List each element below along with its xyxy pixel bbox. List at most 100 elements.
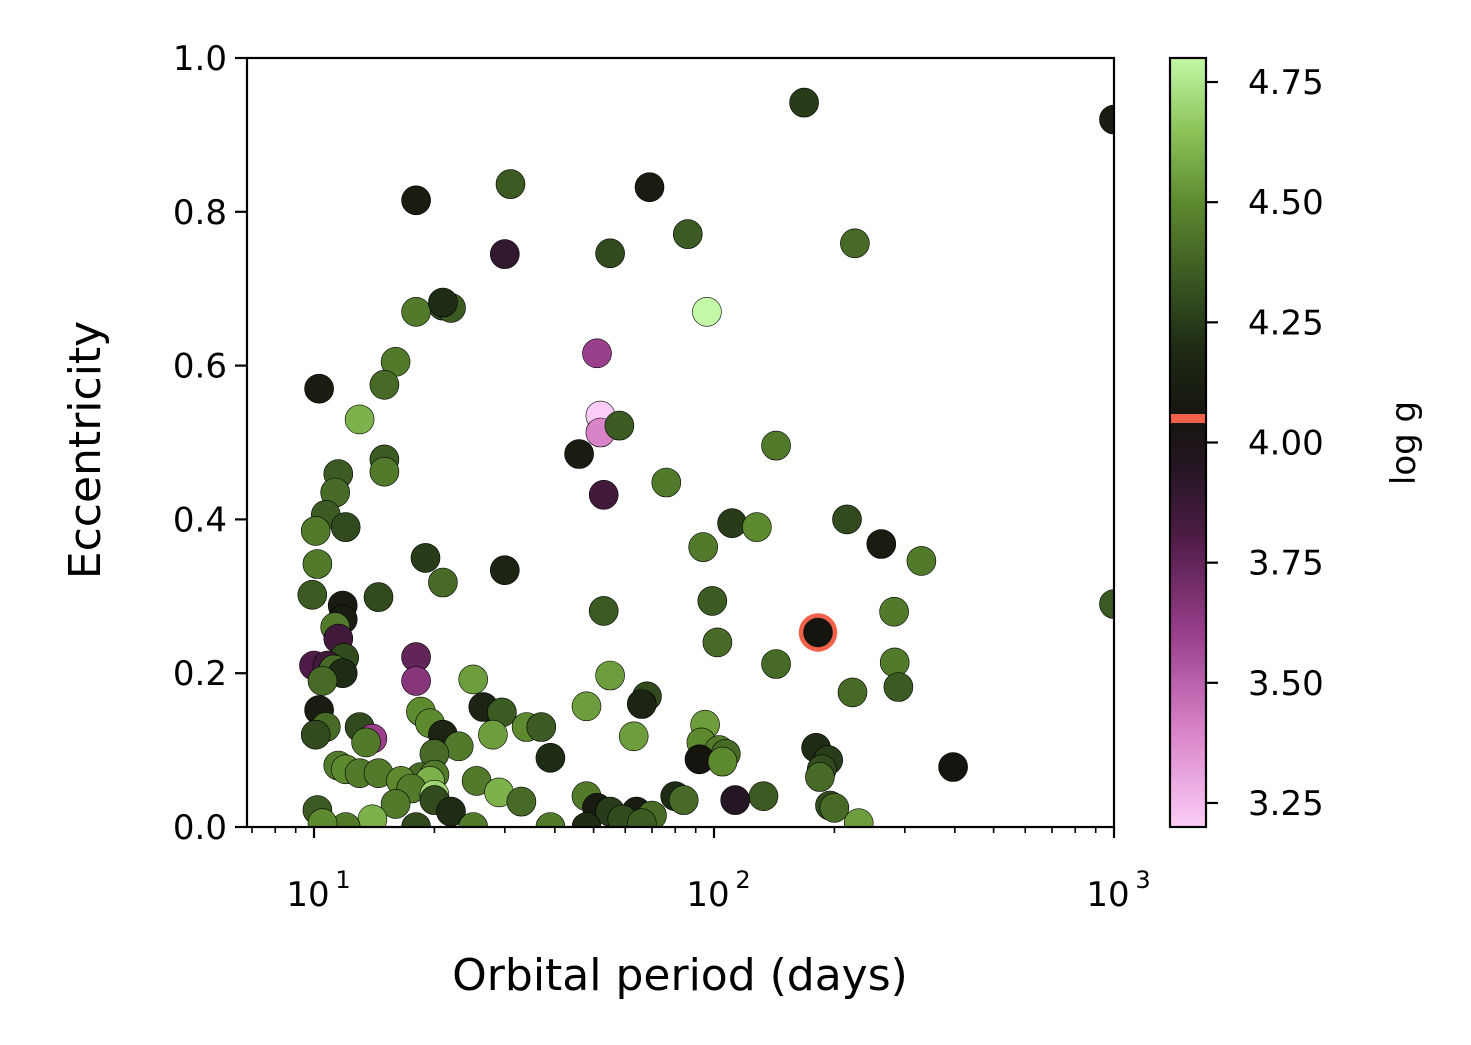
y-axis-label: Eccentricity — [60, 321, 111, 579]
data-point — [307, 666, 338, 696]
colorbar-tick-label: 4.25 — [1248, 303, 1324, 343]
data-point — [604, 410, 635, 441]
plot-frame — [245, 56, 1116, 829]
colorbar-tick-label: 3.50 — [1248, 664, 1324, 704]
data-point — [626, 689, 657, 719]
x-tick-exponent: 2 — [735, 866, 750, 894]
data-point — [672, 219, 703, 249]
data-point — [840, 228, 870, 259]
data-point — [571, 691, 602, 722]
data-point — [1099, 589, 1114, 619]
data-point — [588, 479, 619, 510]
colorbar-marker — [1171, 414, 1205, 423]
x-axis-label: Orbital period (days) — [452, 950, 908, 1001]
data-point — [369, 369, 400, 400]
data-point — [297, 579, 328, 610]
data-point — [702, 627, 733, 658]
data-point — [478, 719, 508, 750]
data-point — [363, 582, 394, 612]
data-point — [401, 812, 431, 827]
data-point — [535, 742, 566, 773]
data-point — [789, 87, 819, 118]
data-point — [344, 404, 375, 435]
data-point — [307, 808, 338, 827]
data-point — [401, 296, 431, 327]
data-point — [369, 456, 400, 487]
x-tick-label: 10 — [1086, 875, 1129, 915]
data-point — [1099, 104, 1114, 135]
data-point — [866, 529, 897, 559]
data-point — [761, 649, 791, 679]
data-point — [428, 567, 458, 598]
colorbar-tick-label: 4.00 — [1248, 424, 1324, 464]
data-point — [582, 338, 612, 369]
data-point — [748, 781, 779, 812]
y-tick-label: 0.4 — [173, 500, 227, 540]
data-point — [627, 808, 657, 827]
data-point — [761, 430, 791, 461]
data-point — [879, 596, 909, 627]
data-point — [595, 238, 625, 269]
data-point — [707, 746, 738, 777]
y-tick-label: 1.0 — [173, 39, 227, 79]
y-axis: 0.0 0.2 0.4 0.6 0.8 1.0 — [173, 39, 247, 848]
data-point — [300, 516, 331, 546]
y-tick-label: 0.2 — [173, 654, 227, 694]
data-point — [300, 719, 331, 750]
data-point — [692, 296, 722, 327]
x-tick-label: 10 — [286, 875, 329, 915]
data-point — [401, 185, 431, 216]
data-point — [564, 439, 594, 469]
colorbar-tick-label: 4.50 — [1248, 183, 1324, 223]
y-tick-label: 0.8 — [173, 193, 227, 233]
data-point — [651, 467, 682, 498]
x-tick-label: 10 — [686, 875, 729, 915]
data-point — [805, 762, 835, 792]
data-point — [489, 555, 520, 586]
data-point — [879, 647, 910, 678]
data-point — [595, 660, 625, 691]
data-point — [618, 721, 649, 752]
data-point — [330, 812, 361, 827]
data-point — [588, 596, 619, 626]
colorbar-label: log g — [1384, 401, 1424, 485]
x-axis: 10 1 10 2 10 3 — [251, 827, 1151, 915]
data-point — [720, 785, 751, 815]
data-point — [495, 169, 526, 199]
data-point — [717, 508, 747, 539]
scatter-points — [297, 87, 1114, 827]
colorbar-axis: 3.25 3.50 3.75 4.00 4.25 4.50 4.75 — [1206, 63, 1324, 824]
data-point — [634, 172, 665, 202]
colorbar — [1168, 56, 1208, 829]
data-point — [428, 287, 458, 318]
data-point — [410, 543, 441, 573]
data-point — [742, 512, 772, 542]
data-point — [688, 532, 719, 562]
data-point — [668, 785, 699, 815]
data-point — [401, 666, 431, 696]
data-point — [819, 792, 850, 823]
data-point — [330, 512, 361, 542]
data-point — [489, 239, 520, 269]
data-point — [906, 546, 937, 576]
colorbar-tick-label: 3.75 — [1248, 544, 1324, 584]
data-point — [883, 672, 914, 702]
data-point — [832, 504, 862, 535]
data-point — [506, 786, 537, 817]
y-tick-label: 0.6 — [173, 347, 227, 387]
data-point — [304, 373, 334, 404]
data-point — [458, 812, 488, 827]
highlighted-point — [798, 613, 838, 652]
data-point — [351, 727, 381, 758]
data-point — [302, 549, 333, 579]
colorbar-tick-label: 4.75 — [1248, 63, 1324, 103]
colorbar-tick-label: 3.25 — [1248, 784, 1324, 824]
data-point — [380, 789, 411, 819]
data-point — [458, 664, 489, 695]
data-point — [938, 752, 968, 782]
data-point — [571, 812, 602, 827]
x-tick-exponent: 3 — [1135, 866, 1150, 894]
data-point — [837, 677, 868, 708]
data-point — [697, 586, 728, 616]
